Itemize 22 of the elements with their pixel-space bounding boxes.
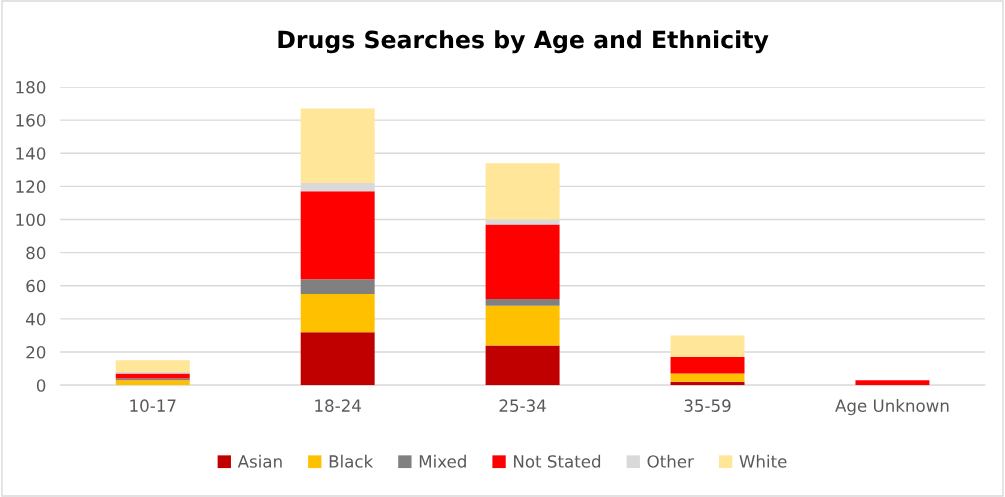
y-tick-label: 20 <box>26 346 46 359</box>
chart-title: Drugs Searches by Age and Ethnicity <box>278 30 769 54</box>
x-tick-label: Age Unknown <box>835 399 949 416</box>
x-tick-label: 10-17 <box>130 399 176 412</box>
x-tick-label: 35-59 <box>684 399 731 412</box>
legend-label: Black <box>329 454 374 468</box>
legend-label: Not Stated <box>514 454 601 468</box>
y-tick-label: 0 <box>36 379 46 392</box>
y-tick-label: 180 <box>16 80 46 94</box>
x-tick-label: 25-34 <box>499 399 546 412</box>
legend-label: Asian <box>237 454 282 468</box>
y-tick-label: 160 <box>16 114 46 127</box>
y-tick-label: 140 <box>16 147 46 160</box>
legend-label: White <box>739 454 787 468</box>
y-tick-label: 100 <box>16 213 46 227</box>
legend-label: Mixed <box>419 454 466 468</box>
legend-label: Other <box>647 454 694 468</box>
y-tick-label: 80 <box>26 246 46 260</box>
y-tick-label: 40 <box>26 312 46 326</box>
y-tick-label: 60 <box>26 279 46 293</box>
y-tick-label: 120 <box>16 180 46 193</box>
x-tick-label: 18-24 <box>315 399 361 412</box>
